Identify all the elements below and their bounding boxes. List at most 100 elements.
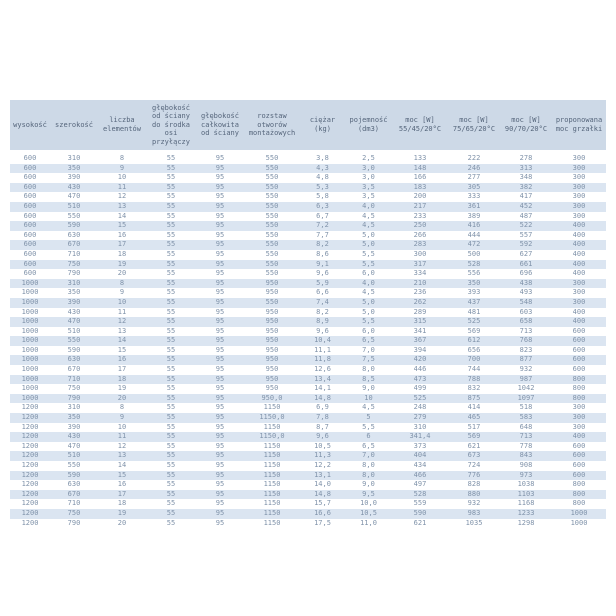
cell: 600 <box>572 461 586 469</box>
cell: 600 <box>23 192 37 201</box>
cell: 1200 <box>21 403 39 412</box>
cell: 600 <box>23 173 37 182</box>
cell: 4,5 <box>362 221 375 230</box>
cell: 5,0 <box>362 297 375 306</box>
cell: 550 <box>265 192 279 201</box>
cell: 20 <box>117 393 127 402</box>
cell: 7,7 <box>316 230 329 239</box>
cell: 472 <box>467 240 481 249</box>
cell: 217 <box>413 201 427 210</box>
cell: 55 <box>166 518 176 527</box>
cell: 14 <box>117 336 127 345</box>
cell: 550 <box>265 249 279 258</box>
cell: 510 <box>67 326 81 335</box>
cell: 350 <box>467 278 481 287</box>
cell: 95 <box>215 278 225 287</box>
cell: 55 <box>166 345 176 354</box>
cell: 776 <box>467 470 481 479</box>
cell: 11 <box>117 182 127 191</box>
cell: 778 <box>519 441 533 450</box>
table-row: 1200 750 19 55 95 1150 16,6 10,5 590 983 1233 1000 <box>10 508 606 519</box>
cell: 832 <box>467 384 481 393</box>
cell: 9,6 <box>316 269 329 278</box>
cell: 950 <box>265 345 279 354</box>
cell: 13,4 <box>314 374 331 383</box>
table-row: 600 590 15 55 95 550 7,2 4,5 250 416 522 400 <box>10 221 606 231</box>
cell: 148 <box>413 163 427 172</box>
cell: 9,0 <box>362 384 375 393</box>
cell: 200 <box>413 192 427 201</box>
cell: 1150 <box>263 499 281 508</box>
cell: 630 <box>67 230 81 239</box>
table-row: 600 350 9 55 95 550 4,3 3,0 148 246 313 300 <box>10 163 606 174</box>
cell: 499 <box>413 384 427 393</box>
cell: 310 <box>413 422 427 431</box>
cell: 1200 <box>21 441 39 450</box>
cell: 55 <box>166 269 176 278</box>
table-row: 1200 790 20 55 95 1150 17,5 11,0 621 1035 1298 1000 <box>10 518 606 529</box>
cell: 95 <box>215 461 225 469</box>
cell: 724 <box>467 461 481 469</box>
cell: 1150 <box>263 451 281 460</box>
cell: 95 <box>215 355 225 364</box>
cell: 6 <box>366 432 371 441</box>
cell: 1150 <box>263 441 281 450</box>
cell: 300 <box>413 249 427 258</box>
cell: 590 <box>67 345 81 354</box>
column-header-11: proponowana moc grzałki <box>552 100 606 154</box>
cell: 5,3 <box>316 182 329 191</box>
cell: 300 <box>572 288 586 297</box>
cell: 95 <box>215 192 225 201</box>
cell: 600 <box>23 163 37 172</box>
cell: 548 <box>519 297 533 306</box>
cell: 300 <box>572 154 586 162</box>
cell: 55 <box>166 413 176 422</box>
cell: 950 <box>265 365 279 374</box>
cell: 1000 <box>21 374 39 383</box>
cell: 600 <box>23 182 37 191</box>
cell: 590 <box>67 221 81 230</box>
cell: 430 <box>67 182 81 191</box>
cell: 517 <box>467 422 481 431</box>
cell: 382 <box>519 182 533 191</box>
cell: 1000 <box>21 393 39 402</box>
cell: 627 <box>519 249 533 258</box>
cell: 300 <box>572 413 586 422</box>
cell: 1200 <box>21 499 39 508</box>
cell: 1200 <box>21 470 39 479</box>
cell: 8,0 <box>362 365 375 374</box>
cell: 305 <box>467 182 481 191</box>
cell: 438 <box>519 278 533 287</box>
cell: 4,3 <box>316 163 329 172</box>
cell: 4,5 <box>362 403 375 412</box>
cell: 14 <box>117 211 127 220</box>
cell: 510 <box>67 201 81 210</box>
cell: 55 <box>166 182 176 191</box>
cell: 1200 <box>21 451 39 460</box>
cell: 341 <box>413 326 427 335</box>
cell: 400 <box>572 269 586 278</box>
cell: 528 <box>467 259 481 268</box>
cell: 1200 <box>21 422 39 431</box>
cell: 9,6 <box>316 326 329 335</box>
cell: 750 <box>67 508 81 517</box>
cell: 361 <box>467 201 481 210</box>
cell: 1150 <box>263 480 281 489</box>
cell: 1000 <box>21 345 39 354</box>
cell: 1038 <box>517 480 535 489</box>
cell: 400 <box>572 317 586 326</box>
cell: 497 <box>413 480 427 489</box>
cell: 210 <box>413 278 427 287</box>
table-row: 1200 470 12 55 95 1150 10,5 6,5 373 621 778 600 <box>10 441 606 452</box>
cell: 10 <box>117 422 127 431</box>
cell: 95 <box>215 470 225 479</box>
cell: 8,5 <box>362 374 375 383</box>
cell: 550 <box>265 201 279 210</box>
cell: 55 <box>166 259 176 268</box>
cell: 95 <box>215 154 225 162</box>
cell: 300 <box>572 163 586 172</box>
cell: 522 <box>519 221 533 230</box>
cell: 55 <box>166 249 176 258</box>
cell: 19 <box>117 384 127 393</box>
cell: 525 <box>467 317 481 326</box>
